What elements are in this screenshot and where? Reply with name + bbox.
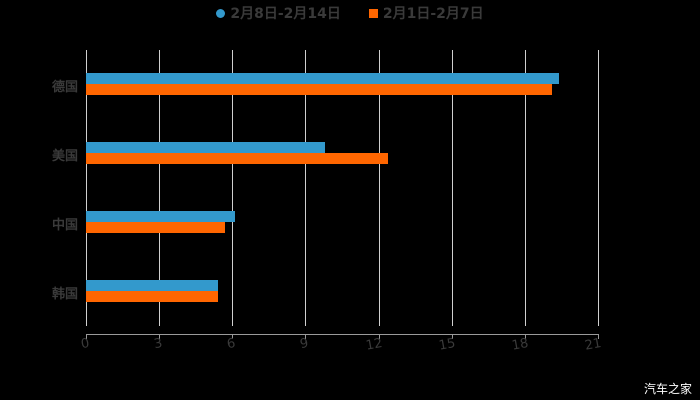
- gridline: [451, 50, 453, 326]
- y-category-label: 德国: [51, 80, 78, 95]
- y-category-label: 美国: [51, 149, 78, 164]
- plot-area: [86, 50, 599, 326]
- x-tick: [378, 334, 380, 339]
- x-axis-line: [86, 334, 599, 335]
- legend-label: 2月1日-2月7日: [382, 6, 484, 22]
- y-category-label: 中国: [51, 218, 78, 233]
- x-tick: [232, 334, 234, 339]
- legend-item-series-2[interactable]: 2月1日-2月7日: [368, 3, 484, 23]
- x-tick: [305, 334, 307, 339]
- bar[interactable]: [86, 211, 235, 222]
- gridline: [232, 50, 234, 326]
- x-tick-label: 6: [226, 336, 237, 353]
- legend-label: 2月8日-2月14日: [230, 6, 341, 22]
- bar[interactable]: [86, 222, 225, 233]
- bar[interactable]: [86, 153, 389, 164]
- bar[interactable]: [86, 84, 552, 95]
- legend-circle-icon: [216, 8, 226, 18]
- x-tick-label: 15: [437, 336, 457, 354]
- x-tick-label: 0: [79, 336, 91, 353]
- gridline: [305, 50, 307, 326]
- chart-legend: 2月8日-2月14日 2月1日-2月7日: [0, 3, 700, 23]
- bar[interactable]: [86, 280, 218, 291]
- legend-square-icon: [368, 8, 378, 18]
- bar[interactable]: [86, 142, 325, 153]
- gridline: [86, 50, 87, 326]
- gridline: [524, 50, 526, 326]
- x-tick-label: 18: [510, 336, 530, 354]
- x-tick: [524, 334, 526, 339]
- x-tick-label: 12: [364, 336, 384, 354]
- x-tick-label: 21: [583, 336, 603, 354]
- gridline: [598, 50, 599, 326]
- x-tick: [159, 334, 161, 339]
- x-tick: [86, 334, 87, 339]
- legend-item-series-1[interactable]: 2月8日-2月14日: [216, 3, 341, 23]
- x-tick: [598, 334, 599, 339]
- gridline: [159, 50, 161, 326]
- x-tick: [451, 334, 453, 339]
- x-tick-label: 9: [299, 336, 311, 353]
- bar[interactable]: [86, 73, 559, 84]
- gridline: [378, 50, 380, 326]
- x-tick-label: 3: [152, 336, 164, 353]
- watermark: 汽车之家: [643, 382, 692, 396]
- bar[interactable]: [86, 291, 218, 302]
- y-category-label: 韩国: [51, 287, 78, 302]
